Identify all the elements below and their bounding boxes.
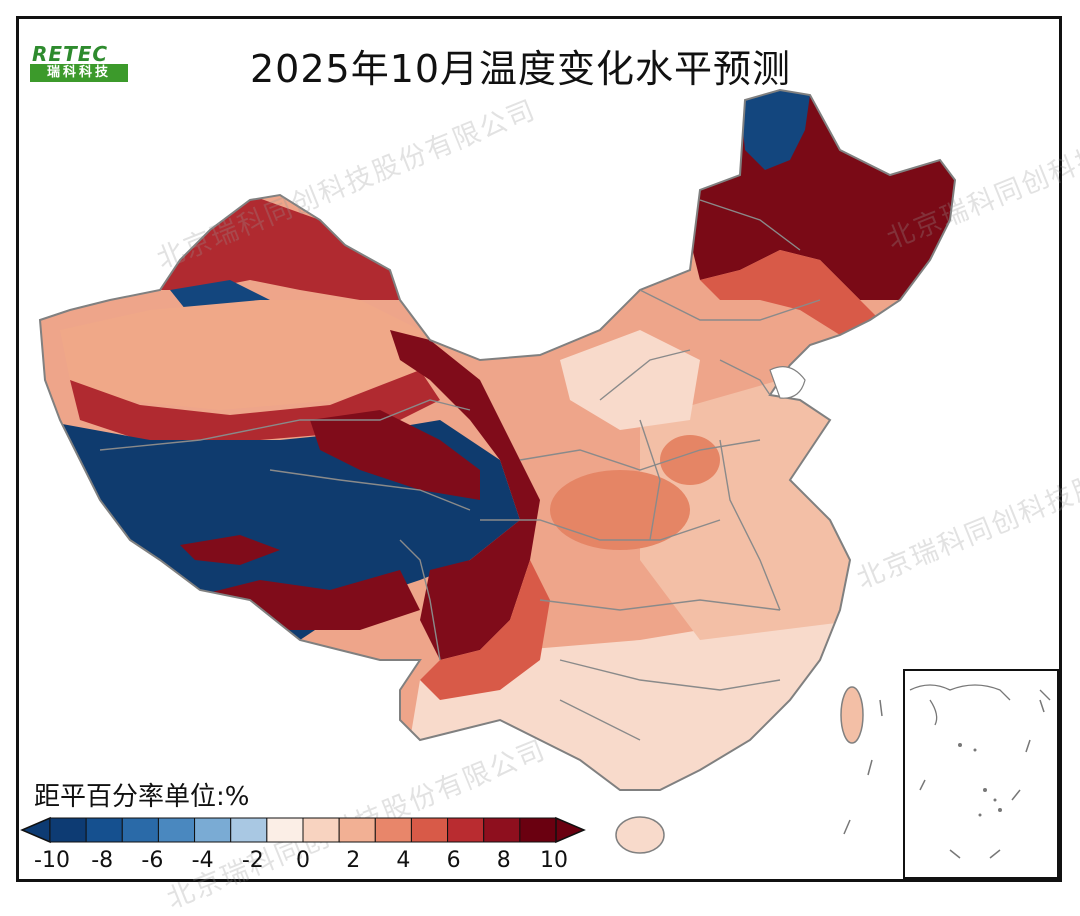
taiwan-island — [840, 686, 864, 744]
legend-tick-label: -6 — [141, 848, 164, 873]
main-dash-line — [843, 699, 883, 835]
colorbar-swatch — [338, 817, 376, 843]
inset-dash-line — [919, 699, 1045, 859]
legend-colorbar — [20, 816, 586, 844]
colorbar-swatch — [49, 817, 87, 843]
colorbar-swatch — [374, 817, 412, 843]
legend-tick-label: 8 — [496, 848, 511, 873]
region-plateau-edge-hot — [390, 330, 540, 660]
legend-tick-label: -4 — [191, 848, 214, 873]
inset-islands — [958, 743, 1002, 817]
legend-tick-label: 0 — [296, 848, 310, 873]
colorbar-swatch — [157, 817, 196, 843]
inset-coastline — [909, 684, 1051, 726]
legend-tick-label: 10 — [540, 848, 568, 873]
colorbar-low-arrow — [20, 816, 51, 844]
legend-tick-label: -8 — [91, 848, 114, 873]
region-tibet-hot-patch — [180, 535, 280, 565]
legend-tick-label: 4 — [396, 848, 411, 873]
legend-tick-label: 6 — [446, 848, 461, 873]
colorbar-swatch — [483, 817, 521, 843]
logo-brand: RETEC — [32, 42, 109, 66]
colorbar-swatch — [519, 817, 557, 843]
colorbar-swatch — [121, 817, 159, 843]
region-qaidam-hot — [310, 410, 480, 500]
south-china-sea-inset — [903, 669, 1059, 879]
china-temperature-map — [38, 88, 1059, 879]
region-desert-warm — [60, 300, 420, 410]
legend-tick-label: 2 — [346, 848, 361, 873]
region-central-hotspot — [550, 470, 690, 550]
region-central-hotspot-2 — [660, 435, 720, 485]
legend-tick-label: -10 — [34, 848, 70, 873]
colorbar-swatch — [302, 817, 340, 843]
region-northeast-transition — [700, 250, 880, 335]
region-yunnan-warm — [420, 560, 550, 700]
hainan-island — [615, 816, 665, 854]
region-north-central-mild — [560, 330, 700, 430]
company-logo: RETEC 瑞科科技 — [30, 42, 130, 84]
colorbar-high-arrow — [555, 816, 586, 844]
map-title: 2025年10月温度变化水平预测 — [250, 47, 792, 91]
colorbar-swatch — [410, 817, 449, 843]
logo-name: 瑞科科技 — [30, 64, 128, 82]
colorbar-swatch — [230, 817, 268, 843]
legend-tick-label: -2 — [241, 848, 264, 873]
province-boundaries — [99, 199, 821, 741]
colorbar-swatch — [266, 817, 304, 843]
region-northeast-cold — [740, 90, 810, 170]
colorbar-swatch — [447, 817, 485, 843]
bohai-sea — [769, 366, 806, 399]
colorbar-swatch — [194, 817, 232, 843]
colorbar-swatch — [85, 817, 123, 843]
legend-title: 距平百分率单位:% — [34, 782, 250, 812]
